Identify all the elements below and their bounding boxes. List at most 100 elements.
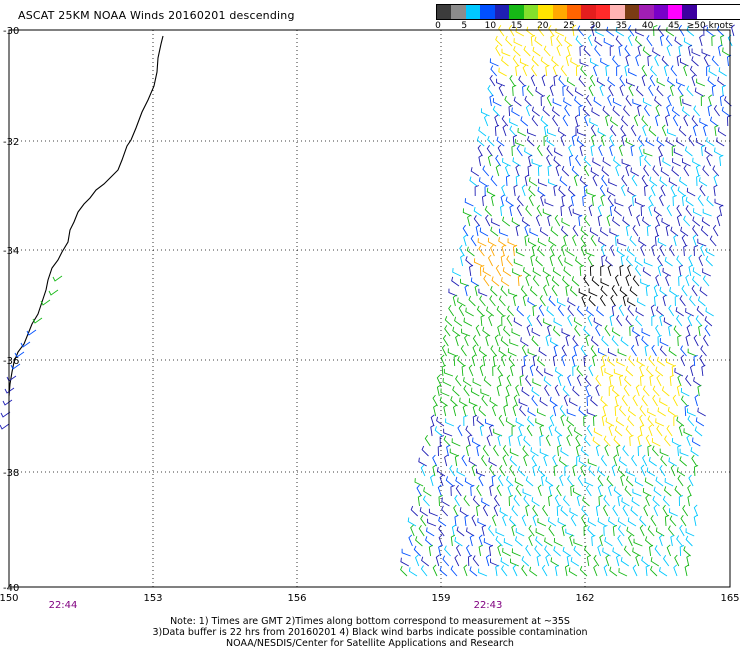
wind-barb bbox=[627, 34, 633, 47]
wind-barb bbox=[636, 214, 641, 227]
wind-barb bbox=[525, 375, 532, 387]
wind-barb bbox=[625, 224, 631, 237]
wind-barb bbox=[527, 128, 537, 137]
wind-barb bbox=[433, 404, 438, 417]
wind-barb bbox=[636, 85, 644, 97]
wind-barb bbox=[655, 476, 664, 487]
wind-barb bbox=[657, 254, 663, 267]
wind-barb bbox=[592, 174, 598, 187]
wind-barb bbox=[509, 204, 514, 217]
wind-barb bbox=[614, 426, 623, 437]
wind-barb bbox=[557, 127, 567, 137]
wind-barb bbox=[643, 504, 649, 517]
wind-barb bbox=[567, 374, 572, 387]
wind-barb bbox=[634, 477, 644, 487]
wind-barb bbox=[564, 564, 570, 577]
wind-barb bbox=[616, 246, 625, 257]
wind-barb bbox=[580, 226, 589, 237]
wind-barb bbox=[665, 274, 670, 287]
wind-barb bbox=[522, 294, 527, 307]
wind-barb bbox=[632, 564, 638, 577]
wind-barb bbox=[474, 185, 479, 197]
wind-barb bbox=[574, 114, 579, 127]
wind-barb bbox=[448, 288, 458, 297]
wind-barb bbox=[481, 455, 488, 467]
wind-barb bbox=[432, 564, 438, 577]
wind-barb bbox=[719, 154, 724, 167]
wind-barb bbox=[444, 325, 451, 337]
wind-barb bbox=[469, 264, 474, 277]
wind-barb bbox=[486, 306, 494, 317]
wind-barb bbox=[709, 235, 717, 247]
wind-barb bbox=[613, 206, 622, 217]
wind-barb bbox=[561, 354, 566, 367]
wind-barb bbox=[551, 106, 560, 117]
wind-barb bbox=[625, 137, 635, 147]
wind-barb bbox=[709, 116, 719, 127]
wind-barb bbox=[692, 275, 700, 287]
wind-barb bbox=[439, 435, 444, 447]
wind-barb bbox=[472, 334, 479, 347]
wind-barb bbox=[600, 455, 608, 467]
wind-barb bbox=[548, 295, 556, 307]
wind-barb bbox=[559, 474, 564, 487]
wind-barb bbox=[570, 194, 576, 207]
wind-barb bbox=[685, 528, 695, 537]
wind-barb bbox=[467, 434, 472, 447]
wind-barb bbox=[428, 508, 438, 517]
wind-barb bbox=[548, 236, 557, 247]
wind-barb bbox=[542, 267, 552, 277]
wind-barb bbox=[497, 365, 504, 377]
wind-barb bbox=[476, 305, 485, 317]
wind-barb bbox=[462, 208, 472, 217]
wind-barb bbox=[612, 97, 622, 107]
wind-barb bbox=[478, 346, 487, 357]
wind-barb bbox=[470, 387, 480, 397]
wind-barb bbox=[489, 295, 496, 307]
wind-barb bbox=[424, 434, 431, 447]
wind-barb bbox=[611, 386, 620, 397]
wind-barb bbox=[654, 96, 662, 107]
wind-barb bbox=[623, 105, 630, 117]
wind-barb bbox=[476, 504, 481, 517]
wind-barb bbox=[550, 226, 559, 237]
wind-barb bbox=[489, 484, 494, 497]
wind-barb bbox=[720, 34, 725, 47]
wind-barb bbox=[475, 324, 481, 337]
wind-barb bbox=[683, 428, 693, 437]
wind-barb bbox=[700, 225, 709, 237]
wind-barb bbox=[688, 474, 694, 487]
wind-barb bbox=[531, 327, 541, 337]
wind-barb bbox=[496, 305, 505, 317]
wind-barb bbox=[578, 75, 586, 87]
legend-label: 45 bbox=[668, 21, 680, 31]
wind-barb bbox=[463, 234, 468, 247]
wind-barb bbox=[693, 377, 702, 387]
wind-barb bbox=[460, 254, 465, 267]
latitude-label: -36 bbox=[3, 356, 19, 367]
wind-barb bbox=[688, 264, 693, 277]
wind-barb bbox=[491, 218, 500, 227]
wind-barb bbox=[466, 246, 475, 257]
wind-barb bbox=[553, 546, 561, 557]
wind-barb bbox=[642, 385, 650, 397]
wind-barb bbox=[545, 334, 550, 347]
wind-barb bbox=[478, 177, 488, 187]
wind-barb bbox=[652, 165, 660, 177]
wind-barb bbox=[608, 385, 614, 397]
wind-barb bbox=[604, 537, 613, 547]
wind-barb bbox=[648, 194, 654, 207]
wind-barb bbox=[507, 484, 512, 497]
wind-barb bbox=[488, 525, 495, 537]
wind-barb bbox=[576, 305, 585, 317]
wind-barb bbox=[419, 507, 428, 517]
wind-barb bbox=[462, 377, 472, 387]
wind-barb bbox=[699, 185, 706, 197]
wind-barb bbox=[577, 474, 584, 487]
wind-barb bbox=[515, 384, 520, 397]
wind-barb bbox=[536, 554, 541, 567]
wind-barb bbox=[547, 164, 552, 177]
wind-barb bbox=[717, 76, 726, 87]
wind-barb bbox=[492, 365, 497, 377]
wind-barb bbox=[706, 26, 715, 37]
